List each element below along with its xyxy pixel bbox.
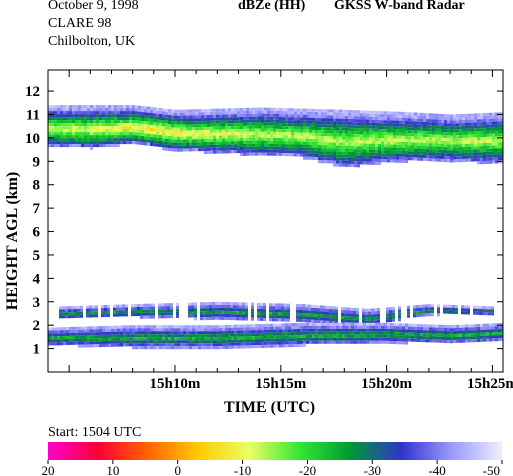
y-tick-label: 4 <box>33 271 41 287</box>
colorbar <box>48 442 502 460</box>
x-tick-label: 15h15m <box>255 376 306 392</box>
y-tick-label: 5 <box>33 248 41 264</box>
colorbar-tick-label: 20 <box>42 463 55 476</box>
x-tick-label: 15h20m <box>361 376 412 392</box>
header-site: Chilbolton, UK <box>48 34 136 49</box>
y-tick-label: 11 <box>26 107 40 123</box>
header-campaign: CLARE 98 <box>48 16 112 31</box>
colorbar-ticks: 20 10 0 -10 -20 -30 -40 -50 <box>42 460 503 476</box>
radar-echoes <box>48 105 503 350</box>
start-time-label: Start: 1504 UTC <box>48 425 142 440</box>
y-tick-label: 1 <box>33 342 41 358</box>
y-tick-label: 8 <box>33 178 41 194</box>
y-tick-label: 6 <box>33 225 41 241</box>
y-tick-label: 10 <box>25 131 40 147</box>
colorbar-tick-label: 0 <box>174 463 181 476</box>
colorbar-tick-label: -50 <box>483 463 500 476</box>
x-axis-label: TIME (UTC) <box>224 399 316 416</box>
echo-lower-layer <box>48 322 503 350</box>
colorbar-tick-label: -20 <box>299 463 316 476</box>
colorbar-tick-label: -40 <box>428 463 445 476</box>
colorbar-tick-label: -30 <box>364 463 381 476</box>
colorbar-tick-label: -10 <box>234 463 251 476</box>
x-tick-label: 15h10m <box>150 376 201 392</box>
header-product: dBZe (HH) <box>238 0 306 13</box>
y-axis-label: HEIGHT AGL (km) <box>4 171 21 311</box>
x-axis: 15h10m 15h15m 15h20m 15h25m <box>47 70 513 392</box>
y-tick-label: 12 <box>25 84 40 100</box>
echo-middle-layer <box>59 301 494 327</box>
header-instrument: GKSS W-band Radar <box>334 0 465 13</box>
plot-frame <box>47 69 504 373</box>
y-tick-label: 9 <box>33 154 41 170</box>
colorbar-tick-label: 10 <box>106 463 119 476</box>
header-date: October 9, 1998 <box>48 0 139 13</box>
echo-upper-cloud <box>48 105 503 168</box>
y-tick-label: 2 <box>33 318 41 334</box>
y-tick-label: 3 <box>33 295 41 311</box>
y-tick-label: 7 <box>33 201 41 217</box>
x-tick-label: 15h25m <box>467 376 513 392</box>
